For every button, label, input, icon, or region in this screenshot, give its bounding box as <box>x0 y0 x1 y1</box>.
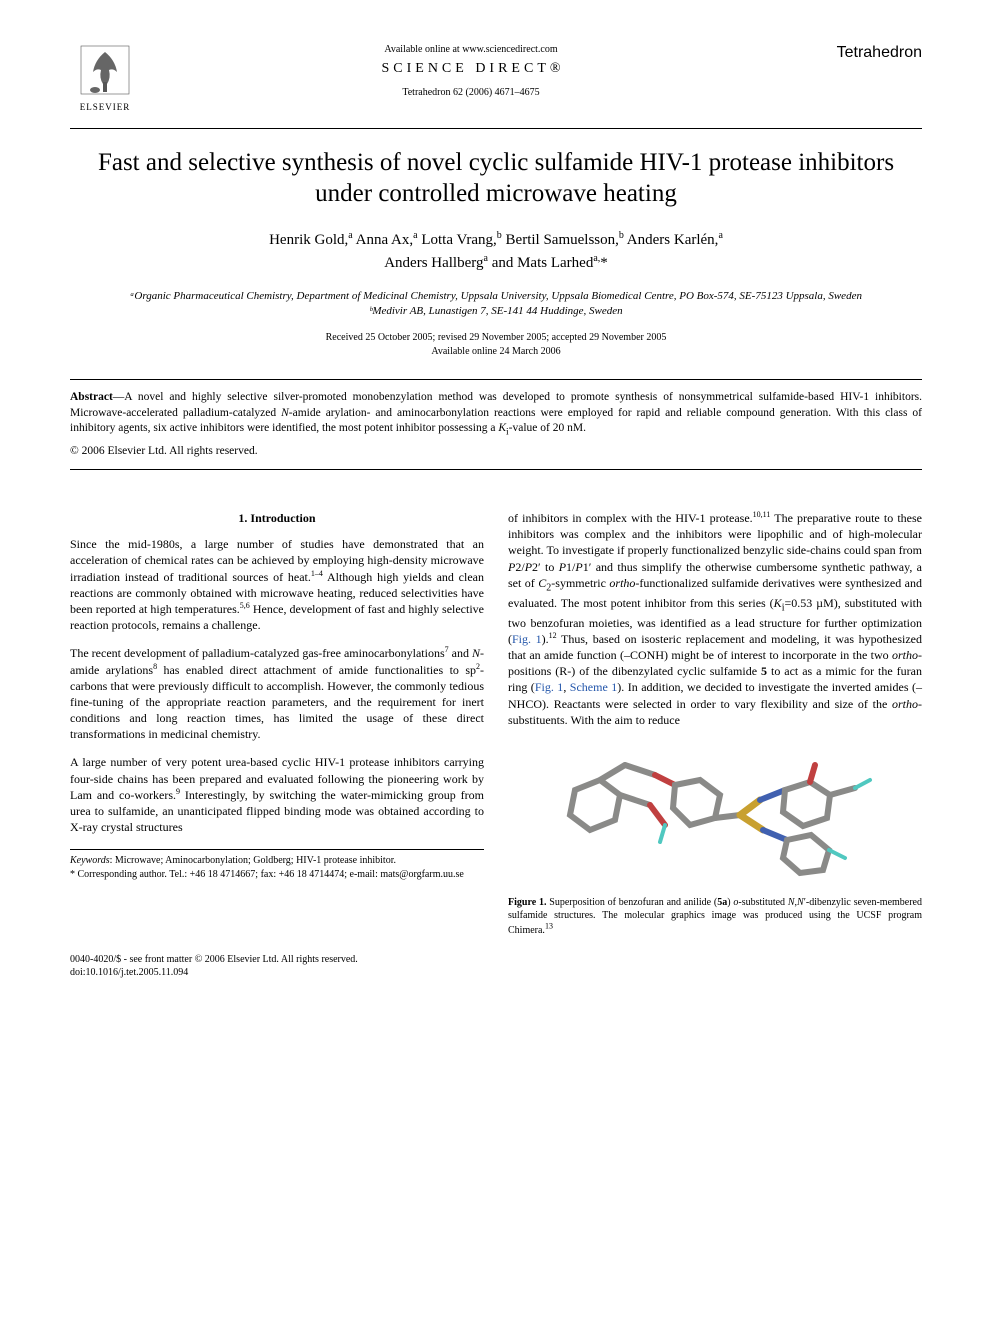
elsevier-tree-icon <box>75 40 135 100</box>
page-footer: 0040-4020/$ - see front matter © 2006 El… <box>70 953 922 979</box>
footnotes: Keywords: Microwave; Aminocarbonylation;… <box>70 849 484 881</box>
elsevier-logo: ELSEVIER <box>70 40 140 120</box>
dates-online: Available online 24 March 2006 <box>70 345 922 359</box>
journal-brand: Tetrahedron <box>802 40 922 62</box>
journal-reference: Tetrahedron 62 (2006) 4671–4675 <box>140 87 802 98</box>
keywords-label: Keywords <box>70 855 110 866</box>
authors-list: Henrik Gold,a Anna Ax,a Lotta Vrang,b Be… <box>70 228 922 275</box>
body-columns: 1. Introduction Since the mid-1980s, a l… <box>70 510 922 937</box>
doi-line: doi:10.1016/j.tet.2005.11.094 <box>70 966 922 979</box>
figure-1-caption: Figure 1. Superposition of benzofuran an… <box>508 896 922 937</box>
abstract-label: Abstract <box>70 391 113 403</box>
figure-1-image <box>508 740 922 890</box>
abstract-copyright: © 2006 Elsevier Ltd. All rights reserved… <box>70 444 922 460</box>
intro-para-1: Since the mid-1980s, a large number of s… <box>70 536 484 633</box>
section-1-heading: 1. Introduction <box>70 510 484 526</box>
article-title: Fast and selective synthesis of novel cy… <box>70 147 922 210</box>
figure-1-ref[interactable]: Fig. 1 <box>512 632 542 646</box>
left-column: 1. Introduction Since the mid-1980s, a l… <box>70 510 484 937</box>
dates-received: Received 25 October 2005; revised 29 Nov… <box>70 331 922 345</box>
intro-para-4: of inhibitors in complex with the HIV-1 … <box>508 510 922 728</box>
keywords-text: : Microwave; Aminocarbonylation; Goldber… <box>110 855 396 866</box>
corresponding-author: * Corresponding author. Tel.: +46 18 471… <box>70 868 484 882</box>
header-center: Available online at www.sciencedirect.co… <box>140 40 802 98</box>
affiliations: ᵃOrganic Pharmaceutical Chemistry, Depar… <box>70 289 922 320</box>
figure-1-caption-label: Figure 1. <box>508 897 546 908</box>
scheme-1-ref[interactable]: Scheme 1 <box>570 680 617 694</box>
publication-dates: Received 25 October 2005; revised 29 Nov… <box>70 331 922 359</box>
sciencedirect-logo: SCIENCE DIRECT® <box>140 61 802 77</box>
issn-line: 0040-4020/$ - see front matter © 2006 El… <box>70 953 922 966</box>
figure-1-ref-2[interactable]: Fig. 1 <box>535 680 564 694</box>
affiliation-b: ᵇMedivir AB, Lunastigen 7, SE-141 44 Hud… <box>70 304 922 319</box>
figure-1-caption-text: Superposition of benzofuran and anilide … <box>508 897 922 936</box>
keywords-line: Keywords: Microwave; Aminocarbonylation;… <box>70 854 484 868</box>
intro-para-2: The recent development of palladium-cata… <box>70 645 484 742</box>
available-online-text: Available online at www.sciencedirect.co… <box>140 44 802 55</box>
right-column: of inhibitors in complex with the HIV-1 … <box>508 510 922 937</box>
affiliation-a: ᵃOrganic Pharmaceutical Chemistry, Depar… <box>70 289 922 304</box>
figure-1: Figure 1. Superposition of benzofuran an… <box>508 740 922 937</box>
abstract: Abstract—A novel and highly selective si… <box>70 379 922 470</box>
abstract-text: —A novel and highly selective silver-pro… <box>70 391 922 434</box>
header: ELSEVIER Available online at www.science… <box>70 40 922 120</box>
elsevier-label: ELSEVIER <box>80 102 131 112</box>
header-divider <box>70 128 922 129</box>
intro-para-3: A large number of very potent urea-based… <box>70 754 484 835</box>
